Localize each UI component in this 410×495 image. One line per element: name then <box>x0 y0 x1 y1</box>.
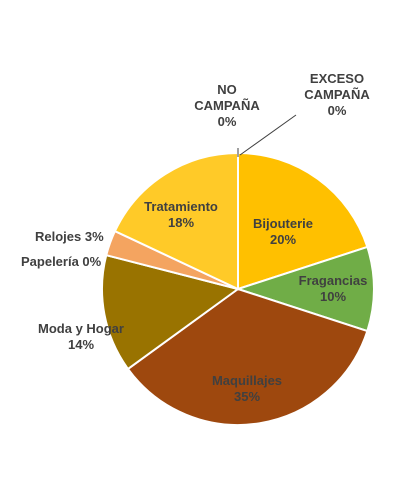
data-label-tratamiento: Tratamiento 18% <box>144 199 218 230</box>
data-label-bijouterie: Bijouterie 20% <box>253 216 313 247</box>
data-label-moda-y-hogar: Moda y Hogar 14% <box>38 321 124 352</box>
data-label-exceso-campana: EXCESO CAMPAÑA 0% <box>304 71 370 118</box>
data-label-no-campana: NO CAMPAÑA 0% <box>194 82 260 129</box>
data-label-maquillajes: Maquillajes 35% <box>212 373 282 404</box>
data-label-papeleria: Papelería 0% <box>21 254 102 269</box>
data-label-fragancias: Fragancias 10% <box>299 273 368 304</box>
leader-lines <box>237 114 297 157</box>
pie-slice-fragancias <box>234 245 375 333</box>
pie-slice-maquillajes <box>126 287 369 426</box>
labels-layer: Bijouterie 20% Fragancias 10% Maquillajes 35%… <box>21 71 370 404</box>
data-label-relojes: Relojes 3% <box>35 229 104 244</box>
pie-slice-tratamiento <box>113 151 239 291</box>
slices-layer <box>101 151 375 426</box>
pie-slice-bijouterie <box>237 151 369 291</box>
leader-line-exceso-campana <box>239 114 297 156</box>
pie-slice-moda-y-hogar <box>101 253 241 371</box>
